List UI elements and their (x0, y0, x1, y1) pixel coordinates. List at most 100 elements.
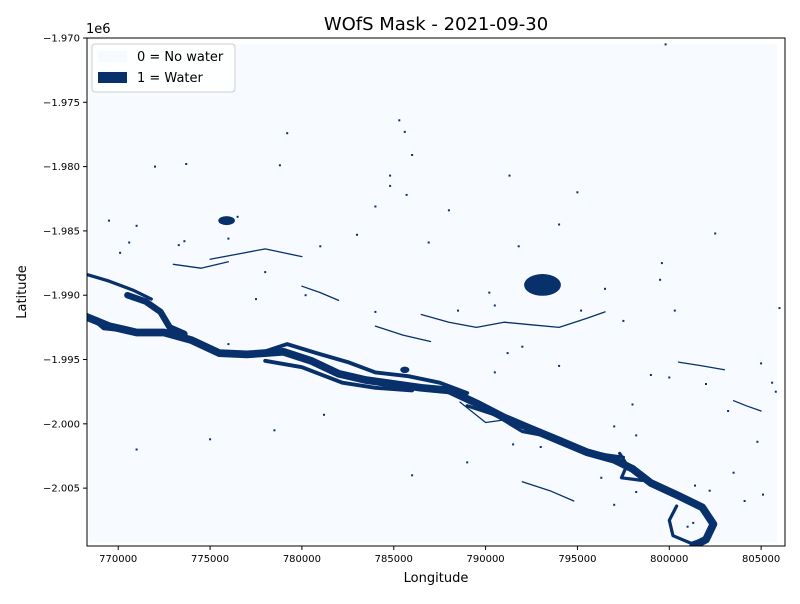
x-tick-label: 800000 (650, 554, 688, 565)
water-speck-51 (521, 345, 524, 348)
water-speck-60 (512, 443, 515, 446)
water-speck-23 (576, 191, 579, 194)
water-small-stream-a (172, 261, 230, 269)
water-speck-53 (493, 371, 496, 374)
water-mid-bank-channel (374, 325, 432, 343)
water-speck-5 (389, 184, 392, 187)
x-tick-label: 770000 (99, 554, 137, 565)
water-speck-14 (177, 244, 180, 247)
water-delta-channel (521, 481, 575, 502)
water-speck-61 (539, 446, 542, 448)
water-speck-16 (278, 164, 281, 167)
water-speck-38 (694, 484, 696, 487)
water-speck-20 (411, 154, 414, 156)
water-speck-72 (778, 307, 781, 310)
water-speck-2 (398, 119, 401, 122)
water-speck-31 (771, 381, 774, 384)
water-speck-67 (558, 223, 561, 226)
water-speck-44 (670, 529, 673, 532)
y-tick-label: −1.970 (43, 34, 80, 45)
x-tick-label: 805000 (742, 554, 780, 565)
water-speck-6 (374, 205, 377, 208)
water-speck-50 (323, 413, 325, 416)
water-west-tributary (87, 272, 153, 301)
water-speck-76 (714, 232, 717, 235)
x-tick-label: 795000 (558, 554, 596, 565)
water-speck-52 (506, 352, 509, 355)
water-speck-25 (673, 309, 676, 312)
water-upper-braid (254, 342, 470, 395)
chart-title: WOfS Mask - 2021-09-30 (324, 14, 548, 35)
water-ne-stream (677, 361, 726, 371)
water-speck-57 (304, 294, 307, 297)
water-speck-71 (732, 471, 735, 474)
y-offset-label: 1e6 (86, 22, 111, 37)
legend: 0 = No water 1 = Water (91, 43, 236, 93)
y-axis-label: Latitude (15, 265, 30, 319)
water-speck-56 (374, 310, 377, 313)
water-speck-12 (119, 251, 122, 254)
water-north-creek (301, 285, 340, 302)
water-speck-64 (604, 287, 606, 290)
water-speck-26 (622, 319, 625, 322)
water-body-lake-center (524, 274, 561, 296)
water-speck-77 (493, 304, 496, 307)
x-tick-label: 790000 (467, 554, 505, 565)
water-body-pond-west (218, 216, 235, 226)
water-speck-63 (580, 309, 583, 312)
water-speck-17 (185, 163, 188, 165)
water-speck-42 (613, 503, 616, 506)
water-north-channel (124, 291, 188, 338)
legend-box (91, 43, 236, 93)
y-tick-label: −2.000 (43, 419, 80, 430)
water-speck-28 (668, 376, 671, 379)
water-speck-33 (756, 440, 759, 443)
water-speck-24 (659, 278, 662, 281)
water-speck-13 (183, 240, 186, 243)
water-speck-36 (635, 491, 638, 493)
water-speck-22 (508, 174, 511, 177)
water-speck-3 (389, 174, 392, 177)
water-speck-0 (664, 43, 667, 46)
water-speck-48 (135, 448, 138, 451)
water-speck-68 (356, 233, 358, 236)
water-small-stream-b (459, 401, 514, 424)
water-speck-29 (705, 383, 707, 385)
water-speck-75 (488, 291, 491, 294)
water-lower-braid (263, 358, 415, 393)
water-speck-49 (411, 474, 414, 477)
water-speck-41 (762, 493, 764, 496)
water-speck-1 (286, 132, 289, 135)
water-speck-30 (760, 362, 763, 365)
y-tick-label: −1.975 (43, 98, 80, 109)
water-speck-27 (649, 374, 652, 376)
water-speck-9 (108, 219, 110, 222)
water-main-river (87, 313, 718, 546)
water-speck-59 (227, 343, 230, 346)
water-mid-tributary (209, 248, 303, 260)
x-axis-ticks: 770000 775000 780000 785000 790000 795000 8000… (99, 546, 780, 565)
water-speck-62 (466, 461, 469, 464)
x-axis-label: Longitude (404, 571, 469, 586)
water-speck-37 (600, 476, 603, 479)
water-outer-loop (667, 504, 712, 546)
water-speck-11 (128, 241, 131, 244)
y-axis-ticks: −1.970 −1.975 −1.980 −1.985 −1.990 −1.995 −2.0… (43, 34, 87, 495)
water-speck-70 (631, 403, 634, 406)
water-speck-10 (135, 224, 138, 227)
water-oxbow-east (618, 451, 644, 483)
y-tick-label: −1.985 (43, 226, 80, 237)
legend-label-no-water: 0 = No water (137, 50, 224, 65)
y-tick-label: −1.980 (43, 162, 80, 173)
water-speck-35 (613, 425, 616, 428)
water-speck-65 (660, 262, 663, 265)
water-body-pond-sw (400, 366, 410, 373)
water-speck-55 (457, 309, 459, 312)
water-speck-40 (743, 500, 746, 502)
water-speck-21 (403, 130, 406, 133)
water-west-oxbow (87, 312, 130, 333)
water-south-braid (465, 404, 626, 459)
x-tick-label: 780000 (283, 554, 321, 565)
water-speck-69 (319, 245, 322, 248)
